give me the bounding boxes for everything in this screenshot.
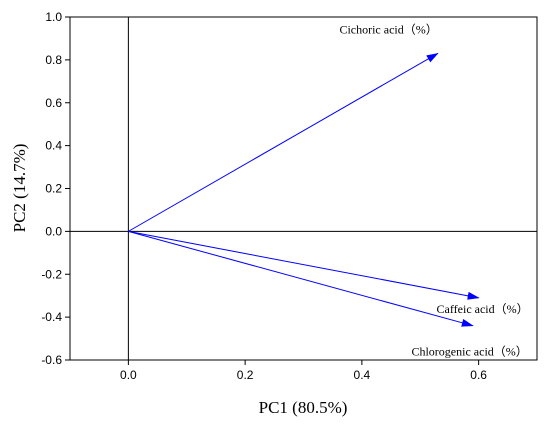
y-tick-label: 0.6 — [45, 96, 62, 110]
loading-vector — [128, 230, 480, 300]
loading-vector — [128, 52, 439, 232]
y-tick-label: -0.6 — [41, 353, 62, 367]
x-tick-label: 0.2 — [237, 368, 254, 382]
axis-ticks: 0.0 0.2 0.4 0.6 -0.6 -0.4 -0.2 0.0 0.2 0.4 0.6 0.8 1… — [41, 10, 487, 382]
x-tick-label: 0.0 — [120, 368, 137, 382]
x-tick-label: 0.6 — [470, 368, 487, 382]
loading-vector — [128, 230, 474, 327]
y-tick-label: 0.8 — [45, 53, 62, 67]
x-tick-label: 0.4 — [354, 368, 371, 382]
vector-label: Caffeic acid（%） — [437, 302, 529, 316]
y-tick-label: 0.4 — [45, 139, 62, 153]
y-tick-label: -0.4 — [41, 310, 62, 324]
loading-vectors: Cichoric acid（%） Caffeic acid（%） Chlorogen… — [128, 22, 529, 359]
x-axis-title: PC1 (80.5%) — [259, 398, 348, 417]
vector-label: Chlorogenic acid（%） — [411, 345, 527, 359]
y-tick-label: 0.0 — [45, 224, 62, 238]
y-tick-label: 0.2 — [45, 182, 62, 196]
y-tick-label: 1.0 — [45, 10, 62, 24]
reference-lines — [70, 17, 537, 360]
vector-label: Cichoric acid（%） — [339, 22, 437, 36]
y-axis-title: PC2 (14.7%) — [10, 144, 29, 233]
y-tick-label: -0.2 — [41, 267, 62, 281]
